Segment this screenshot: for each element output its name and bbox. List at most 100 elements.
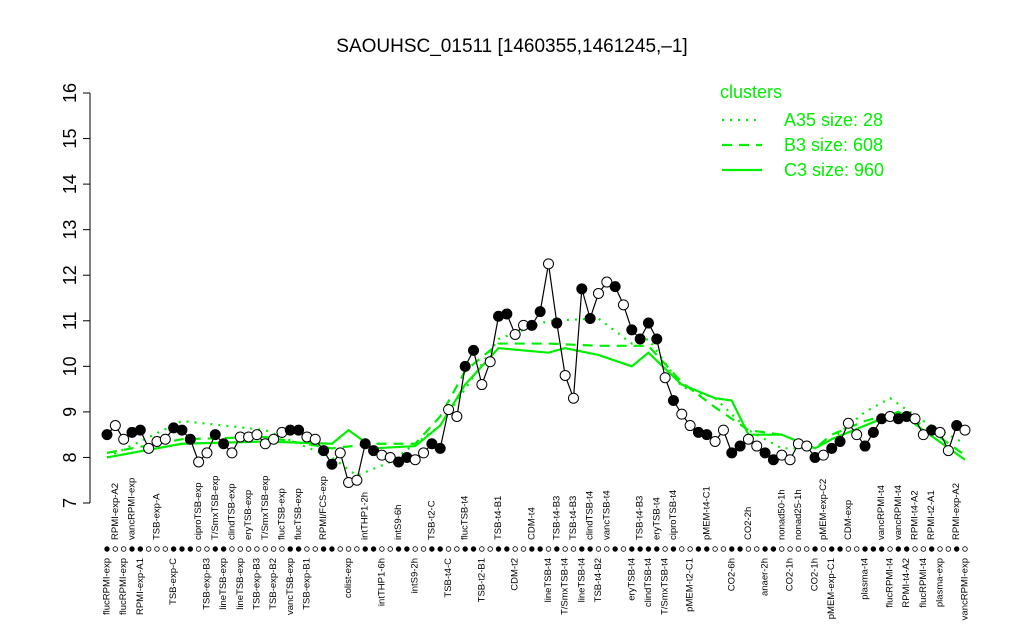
data-point [684, 420, 696, 432]
x-tick-label: RPMI-exp-A2 [110, 483, 121, 540]
rug-point [154, 546, 160, 552]
data-point [159, 433, 171, 445]
data-point [651, 333, 663, 345]
rug-point [937, 546, 943, 552]
rug-point [320, 546, 327, 552]
x-tick-label: TSB-exp-B3 [251, 558, 262, 610]
rug-point [379, 546, 385, 552]
rug-point [645, 546, 652, 552]
rug-point [262, 546, 268, 552]
x-tick-label: pMEM-t4-C1 [701, 486, 712, 540]
rug-point [870, 546, 877, 552]
data-point [384, 451, 396, 463]
rug-point [962, 546, 968, 552]
rug-point [795, 546, 802, 552]
rug-point [629, 546, 635, 552]
rug-point [145, 546, 152, 552]
rug-point [704, 546, 710, 552]
x-tick-label: RPMI-t4-A2 [901, 558, 912, 608]
rug-point [312, 546, 318, 552]
x-tick-label: TSB-exp-B1 [301, 558, 312, 610]
x-tick-label: CO2-1h [785, 558, 796, 591]
data-point [334, 447, 346, 459]
rug-point [570, 546, 577, 552]
cluster-line [106, 346, 966, 461]
data-point [784, 454, 796, 466]
x-tick-label: CO2-6h [726, 558, 737, 591]
data-point [584, 313, 596, 324]
data-point [368, 445, 380, 457]
x-tick-label: flucRPMI-exp [102, 558, 113, 615]
x-tick-label: TSB-t4-B3 [635, 496, 646, 540]
data-point [934, 426, 946, 438]
rug-point [454, 546, 460, 552]
rug-point [204, 546, 210, 552]
x-tick-label: RPMI-t4-A2 [910, 490, 921, 540]
rug-point [845, 546, 852, 552]
rug-point [695, 546, 702, 552]
rug-point [362, 546, 368, 552]
rug-point [404, 546, 410, 552]
rug-point [120, 546, 127, 552]
rug-point [387, 546, 393, 552]
y-tick-label: 11 [60, 311, 80, 330]
x-tick-label: pMEM-exp-C1 [826, 558, 837, 619]
rug-point [112, 546, 119, 552]
x-tick-label: vancRPMI-exp [960, 558, 971, 620]
y-tick-label: 13 [60, 220, 80, 240]
rug-point [104, 546, 110, 552]
rug-point [779, 546, 785, 552]
x-tick-label: CDM-exp [843, 500, 854, 540]
rug-point [920, 546, 927, 552]
rug-point [720, 546, 727, 552]
data-point [751, 440, 763, 452]
rug-point [953, 546, 960, 552]
data-point [826, 442, 838, 454]
data-point [143, 442, 155, 454]
x-tick-label: plasma-exp [935, 558, 946, 607]
rug-point [729, 546, 735, 552]
x-tick-label: colist-exp [343, 558, 354, 598]
x-tick-label: RPMI-exp-A1 [135, 558, 146, 615]
rug-point [212, 546, 218, 552]
data-point [576, 283, 588, 295]
rug-point [270, 546, 277, 552]
data-point [101, 429, 113, 441]
data-point [617, 299, 629, 311]
rug-point [370, 546, 377, 552]
data-point [476, 379, 488, 391]
data-point [567, 392, 579, 404]
data-point [443, 404, 455, 416]
x-tick-label: ciproTSB-t4 [668, 490, 679, 540]
rug-point [679, 546, 685, 552]
x-tick-label: eryTSB-t4 [651, 497, 662, 540]
data-point [326, 458, 338, 470]
x-tick-label: T/SmxTSB-t4 [560, 558, 571, 615]
x-tick-label: lineTSB-exp [218, 558, 229, 610]
x-tick-label: T/SmxTSB-exp [260, 476, 271, 540]
x-tick-label: vancTSB-exp [285, 558, 296, 615]
x-tick-label: eryTSB-exp [243, 490, 254, 540]
rug-point [820, 546, 827, 552]
rug-point [487, 546, 493, 552]
data-point [859, 440, 871, 452]
rug-point [878, 546, 885, 552]
x-tick-label: flucTSB-exp [276, 488, 287, 540]
rug-point [928, 546, 935, 552]
data-point [293, 424, 305, 436]
data-point [592, 287, 604, 299]
rug-point [812, 546, 818, 552]
data-point [717, 424, 729, 436]
x-tick-label: ciproTSB-exp [193, 482, 204, 540]
x-tick-label: CO2-2h [743, 507, 754, 540]
data-point [409, 454, 421, 466]
rug-point [187, 546, 194, 552]
x-tick-label: vancRPMI-exp [127, 478, 138, 540]
data-point [776, 449, 788, 461]
data-point [601, 276, 613, 288]
data-point [501, 308, 513, 320]
data-point [676, 408, 688, 420]
rug-point [662, 546, 668, 552]
y-tick-label: 7 [60, 498, 80, 508]
